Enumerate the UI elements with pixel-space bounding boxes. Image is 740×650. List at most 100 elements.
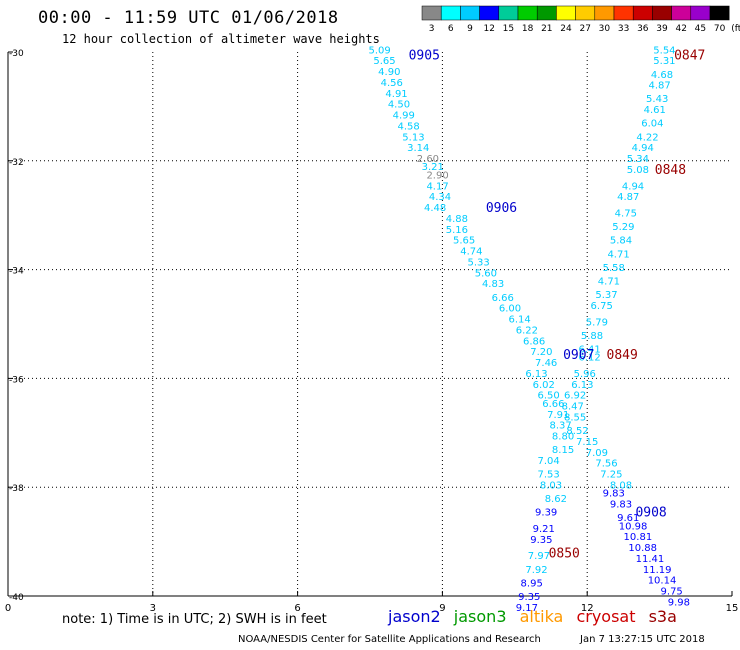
data-point-label: 6.00 — [499, 304, 521, 315]
data-point-label: 4.87 — [648, 81, 670, 92]
data-point-label: 5.54 — [653, 45, 675, 56]
data-point-label: 10.14 — [648, 576, 677, 587]
colorbar-label: 45 — [695, 24, 706, 34]
data-point-label: 7.91 — [547, 410, 569, 421]
data-point-label: 7.56 — [595, 459, 617, 470]
chart-grid — [8, 52, 732, 596]
data-point-label: 9.35 — [518, 592, 540, 603]
data-point-label: 6.92 — [564, 391, 586, 402]
data-point-label: 4.90 — [378, 67, 400, 78]
data-point-label: 8.95 — [521, 578, 543, 589]
data-point-label: 6.13 — [571, 380, 593, 391]
x-tick-label: 3 — [150, 603, 156, 614]
data-point-label: 9.35 — [530, 535, 552, 546]
colorbar-swatch — [536, 5, 557, 21]
y-tick-label: -32 — [9, 158, 24, 168]
data-point-label: 4.87 — [617, 192, 639, 203]
data-point-label: 6.66 — [492, 293, 514, 304]
data-point-label: 8.62 — [545, 494, 567, 505]
data-point-label: 4.71 — [607, 249, 629, 260]
data-point-label: 5.16 — [446, 225, 468, 236]
data-point-label: 4.94 — [622, 181, 644, 192]
data-point-label: 8.55 — [564, 412, 586, 423]
colorbar-label: 39 — [656, 24, 668, 34]
legend-jason3: jason3 — [453, 607, 507, 626]
data-point-label: 8.03 — [540, 480, 562, 491]
data-point-label: 4.34 — [429, 192, 451, 203]
legend-altika: altika — [519, 607, 564, 626]
data-point-label: 9.17 — [516, 603, 538, 614]
x-tick-label: 15 — [726, 603, 739, 614]
track-labels: 0905 0906 0907 0908 0847 0848 0849 0850 — [409, 49, 706, 562]
colorbar-swatch — [613, 5, 634, 21]
colorbar-swatch — [498, 5, 519, 21]
colorbar-label: 27 — [579, 24, 590, 34]
legend-s3a: s3a — [648, 607, 677, 626]
data-point-label: 6.22 — [516, 325, 538, 336]
colorbar-swatch — [671, 5, 692, 21]
data-point-label: 5.37 — [595, 290, 617, 301]
data-point-label: 4.68 — [651, 70, 673, 81]
data-point-label: 7.92 — [525, 565, 547, 576]
data-point-label: 5.33 — [467, 257, 489, 268]
data-point-label: 4.58 — [397, 121, 419, 132]
data-point-label: 8.08 — [610, 480, 632, 491]
track-label-0908: 0908 — [635, 506, 666, 521]
x-tick-label: 0 — [5, 603, 11, 614]
data-point-label: 5.09 — [369, 45, 391, 56]
data-point-label: 7.53 — [537, 470, 559, 481]
data-point-label: 8.80 — [552, 432, 574, 443]
data-point-label: 6.66 — [542, 399, 564, 410]
colorbar-label: 42 — [675, 24, 686, 34]
track-label-0847: 0847 — [674, 49, 705, 64]
track-label-0907: 0907 — [563, 348, 594, 363]
colorbar-swatch — [690, 5, 711, 21]
colorbar-swatch — [709, 5, 730, 21]
data-point-label: 6.13 — [525, 369, 547, 380]
data-point-label: 6.02 — [533, 380, 555, 391]
data-point-label: 6.14 — [508, 315, 530, 326]
colorbar-label: 30 — [599, 24, 611, 34]
data-points: 5.095.654.904.564.914.504.994.585.133.14… — [369, 45, 691, 614]
data-point-label: 8.37 — [550, 421, 572, 432]
colorbar-label: 6 — [448, 24, 454, 34]
data-point-label: 4.83 — [482, 279, 504, 290]
data-point-label: 4.91 — [385, 89, 407, 100]
data-point-label: 6.12 — [578, 353, 600, 364]
data-point-label: 6.75 — [591, 301, 613, 312]
data-point-label: 4.48 — [424, 203, 446, 214]
data-point-label: 8.15 — [552, 445, 574, 456]
data-point-label: 10.98 — [619, 521, 648, 532]
data-point-label: 10.81 — [624, 532, 653, 543]
footer-note: note: 1) Time is in UTC; 2) SWH is in fe… — [62, 612, 327, 627]
data-point-label: 4.94 — [632, 143, 654, 154]
colorbar-swatch — [632, 5, 653, 21]
colorbar-label: 36 — [637, 24, 649, 34]
y-tick-label: -40 — [9, 593, 24, 603]
data-point-label: 10.88 — [628, 543, 657, 554]
x-tick-label: 12 — [581, 603, 594, 614]
data-point-label: 7.20 — [530, 347, 552, 358]
data-point-label: 5.08 — [627, 165, 649, 176]
colorbar-swatch — [440, 5, 461, 21]
data-point-label: 4.17 — [426, 181, 448, 192]
y-tick-label: -36 — [9, 375, 24, 385]
data-point-label: 5.65 — [373, 56, 395, 67]
data-point-label: 5.84 — [610, 236, 632, 247]
colorbar-label: 70 — [714, 24, 726, 34]
data-point-label: 5.31 — [653, 56, 675, 67]
colorbar-swatch — [460, 5, 480, 21]
colorbar-label: 21 — [541, 24, 552, 34]
x-tick-label: 6 — [294, 603, 300, 614]
legend-cryosat: cryosat — [576, 607, 636, 626]
data-point-label: 7.09 — [586, 448, 608, 459]
data-point-label: 7.97 — [528, 551, 550, 562]
data-point-label: 2.90 — [426, 170, 448, 181]
data-point-label: 6.41 — [578, 344, 600, 355]
colorbar-swatch — [556, 5, 576, 21]
y-tick-label: -38 — [9, 484, 24, 494]
data-point-label: 9.39 — [535, 508, 557, 519]
colorbar-swatch — [652, 5, 672, 21]
generation-timestamp: Jan 7 13:27:15 UTC 2018 — [580, 634, 705, 645]
